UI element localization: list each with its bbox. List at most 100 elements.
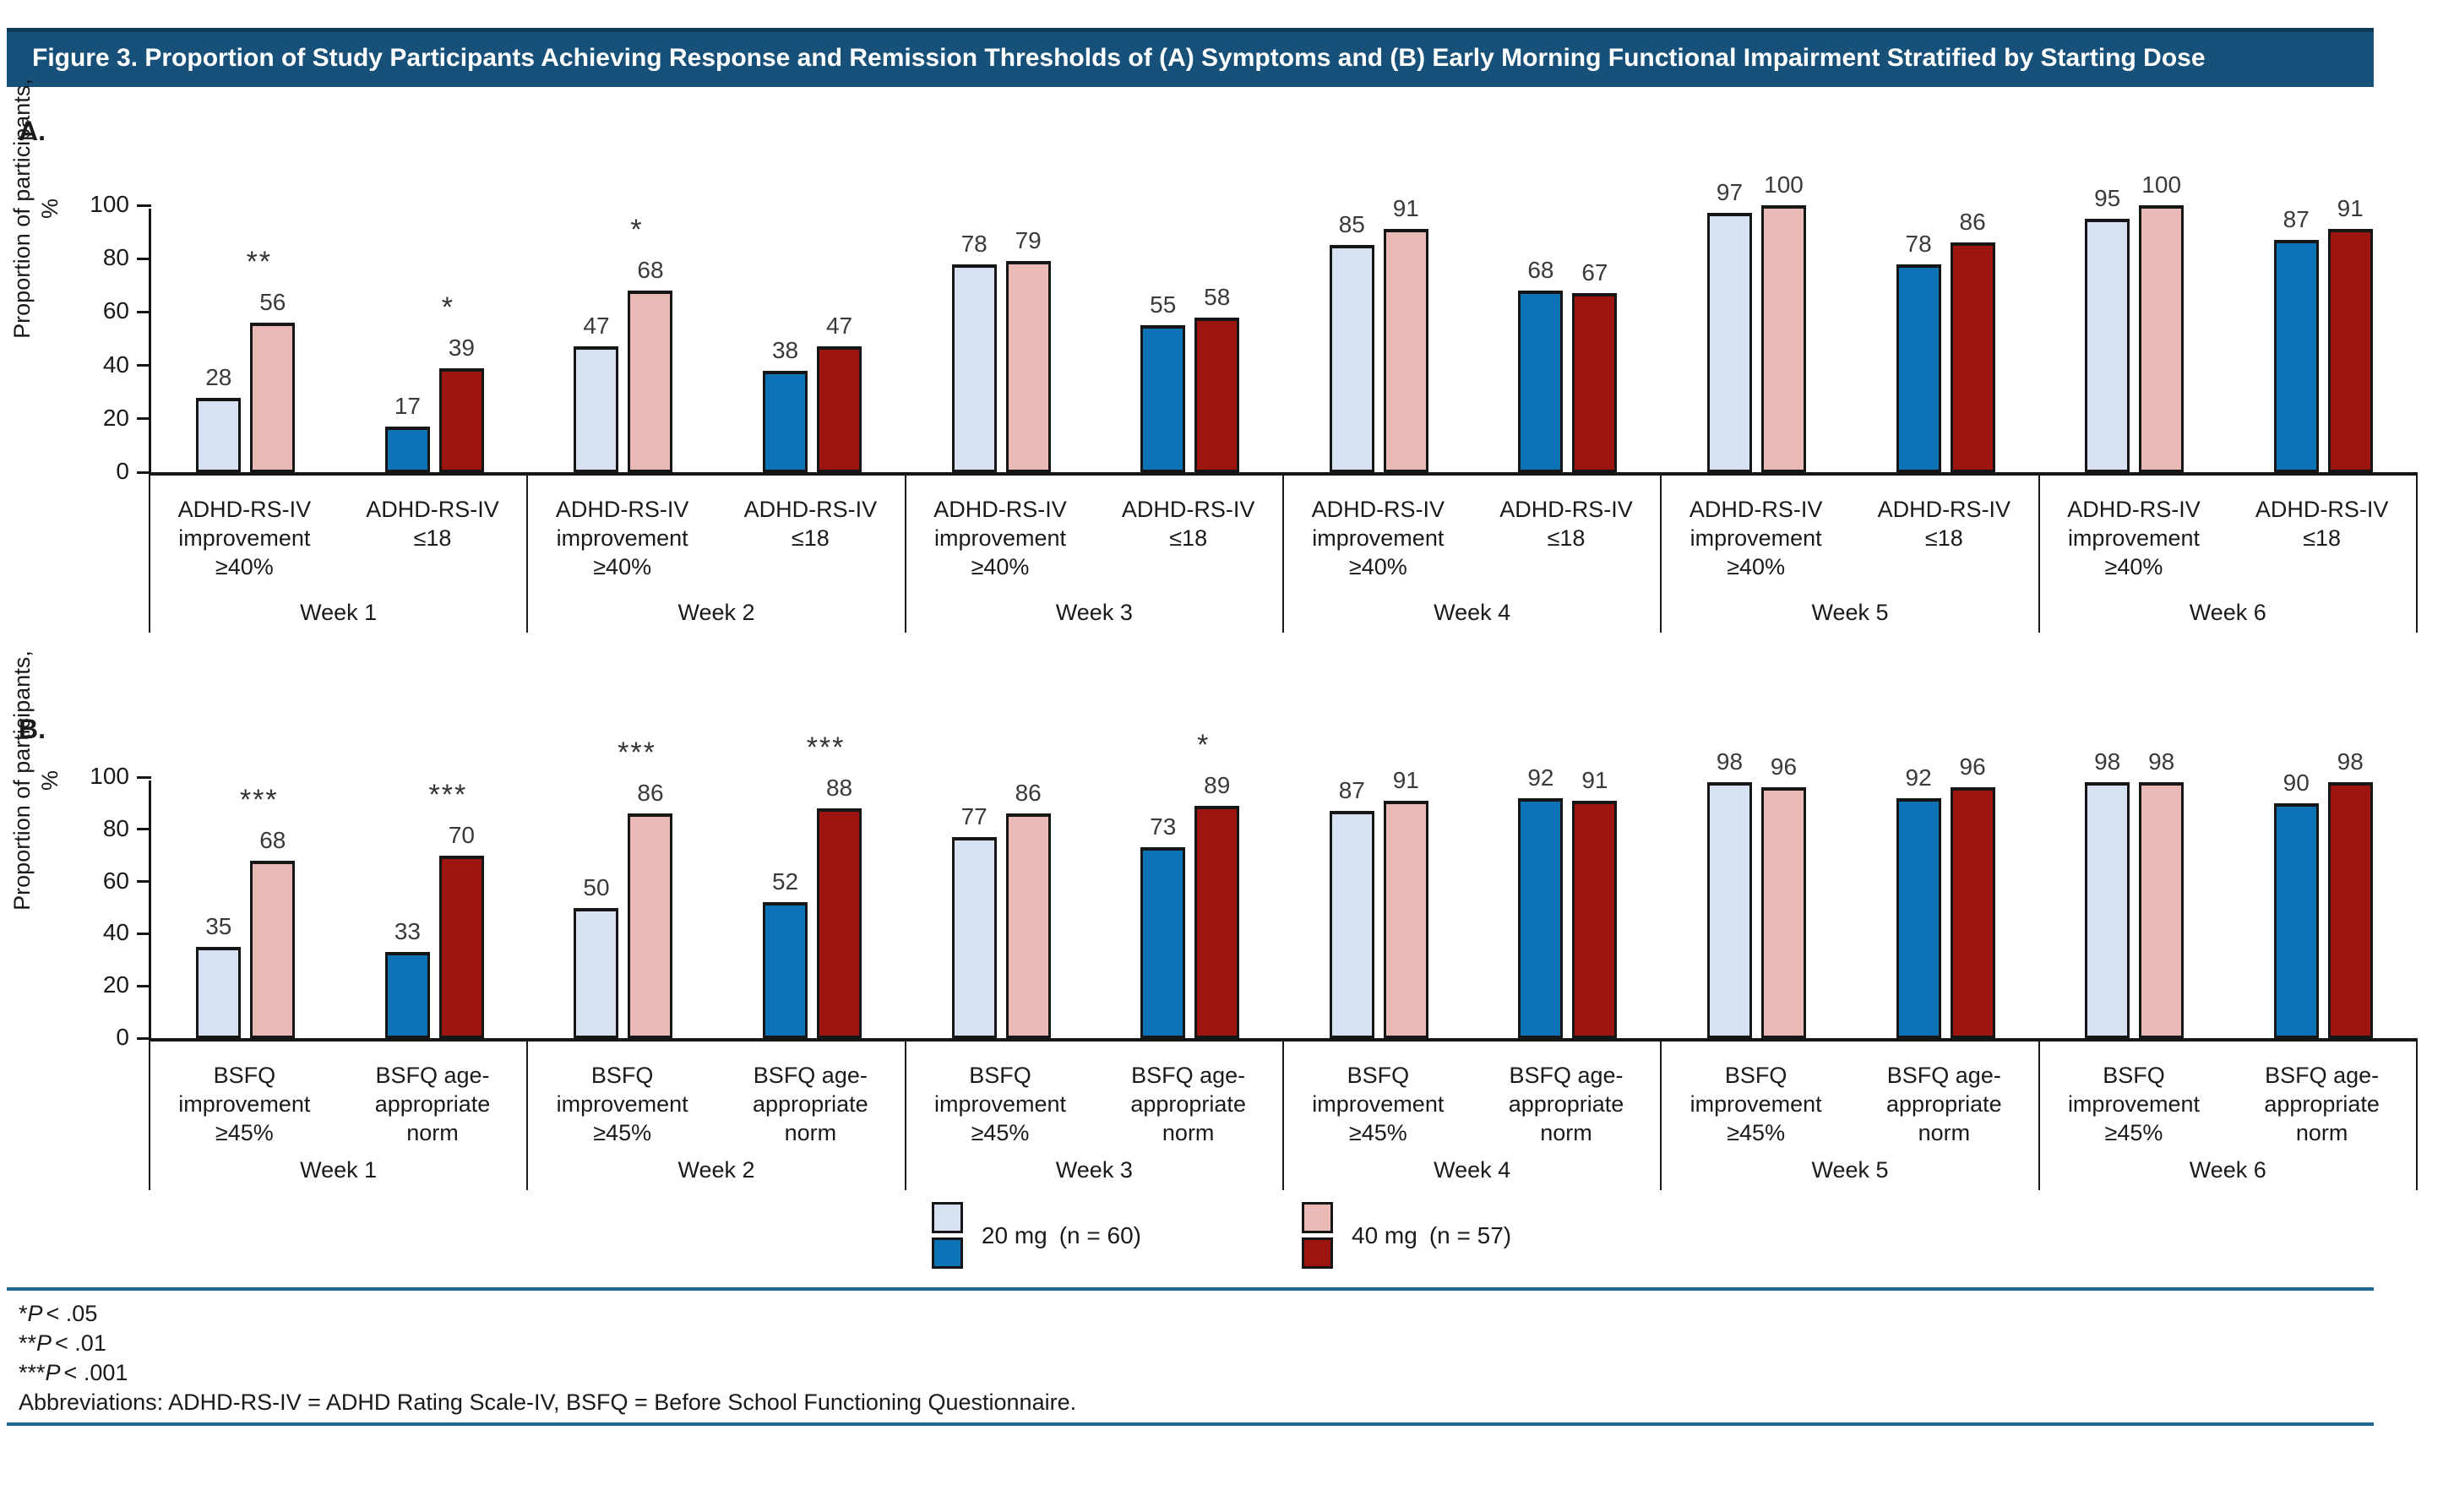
week-label: Week 3 [1055, 600, 1133, 625]
bar-40mg [1760, 787, 1806, 1038]
bar-value-label: 28 [205, 363, 232, 390]
category-label-line: ≥45% [593, 1120, 652, 1145]
category-label-line: improvement [178, 525, 311, 551]
bar-slot: 28 [196, 209, 242, 472]
category-label-line: BSFQ age- [1886, 1063, 2001, 1088]
legend-swatch-stack [1302, 1202, 1333, 1269]
category-label-line: ≥45% [215, 1120, 274, 1145]
bar-40mg [1950, 242, 1995, 472]
panel-b-plot-area: 0 20 40 60 80 100 35 68 *** 33 70 *** 50 86 *** 52 88 ***… [90, 729, 2418, 1050]
significance-marker: * [630, 214, 644, 247]
week-label: Week 5 [1811, 600, 1889, 625]
pink-swatch [1302, 1202, 1333, 1233]
bar-20mg [763, 902, 808, 1038]
bar-40mg [628, 813, 673, 1038]
week-group: 77 86 73 89 * [906, 729, 1284, 1038]
y-axis-tick-label: 20 [102, 404, 129, 431]
bar-slot: 90 [2273, 770, 2319, 1038]
bar-value-label: 98 [2337, 748, 2364, 775]
category-label-line: ≤18 [1924, 525, 1963, 551]
category-label: ADHD-RS-IV improvement ≥40% [906, 495, 1095, 633]
y-axis-tick-label: 80 [102, 244, 129, 271]
category-label-line: ≤18 [791, 525, 830, 551]
bar-value-label: 88 [825, 775, 853, 802]
bar-value-label: 39 [448, 334, 475, 361]
bar-20mg [1518, 291, 1564, 472]
bar-pair: 95 100 [2085, 171, 2185, 472]
y-axis-tick-label: 0 [116, 1024, 129, 1050]
blue-swatch [931, 1237, 963, 1269]
bar-20mg [384, 952, 430, 1038]
divider-line-bottom [7, 1422, 2374, 1426]
measure-group: 17 39 * [340, 209, 530, 472]
category-label: BSFQ improvement ≥45% [1284, 1061, 1472, 1190]
bar-slot: 98 [1706, 748, 1752, 1038]
bar-slot: 78 [1896, 209, 1941, 472]
significance-marker: * [441, 291, 454, 324]
week-axis-cell: BSFQ improvement ≥45% BSFQ age-appropriate n… [149, 1042, 526, 1190]
category-label-line: ≥40% [1348, 554, 1407, 579]
bar-pair: 98 96 [1706, 748, 1806, 1038]
y-axis-tick [137, 310, 151, 313]
category-label-line: BSFQ [1724, 1063, 1787, 1088]
category-label-line: BSFQ age- [753, 1063, 868, 1088]
bar-20mg [1896, 264, 1941, 472]
legend-item-20mg: 20 mg (n = 60) [931, 1202, 1141, 1269]
category-label-line: ADHD-RS-IV [1499, 497, 1633, 522]
bar-slot: 35 [196, 780, 242, 1038]
category-label-line: ≥45% [1727, 1120, 1786, 1145]
bar-40mg [817, 808, 862, 1038]
bar-value-label: 86 [637, 780, 664, 807]
y-axis-tick [137, 880, 151, 884]
category-label-line: BSFQ age- [1509, 1063, 1624, 1088]
category-label-line: BSFQ [590, 1063, 654, 1088]
bar-20mg [1896, 797, 1941, 1038]
category-label-line: improvement [1312, 1091, 1445, 1117]
bar-slot: 86 [1950, 209, 1995, 472]
measure-group: 87 91 [2228, 195, 2418, 472]
y-axis-tick [137, 364, 151, 367]
measure-group: 97 100 [1662, 171, 1852, 472]
category-label: ADHD-RS-IV improvement ≥40% [1284, 495, 1472, 633]
bar-value-label: 86 [1959, 209, 1986, 236]
week-label: Week 4 [1434, 1157, 1511, 1183]
bar-pair: 98 98 [2085, 748, 2185, 1038]
bar-value-label: 68 [637, 257, 664, 284]
bar-slot: 33 [384, 780, 430, 1038]
bar-40mg [628, 291, 673, 472]
category-label-line: appropriate [2264, 1091, 2380, 1117]
panel-b-axis-labels: BSFQ improvement ≥45% BSFQ age-appropriate n… [149, 1042, 2418, 1190]
bar-slot: 85 [1329, 209, 1374, 472]
week-group: 50 86 *** 52 88 *** [529, 732, 907, 1038]
category-label-line: appropriate [1508, 1091, 1624, 1117]
bar-20mg [384, 427, 430, 472]
bar-40mg [2327, 229, 2373, 472]
bar-value-label: 91 [2337, 195, 2364, 222]
category-label: BSFQ age-appropriate norm [716, 1061, 905, 1190]
bar-value-label: 55 [1150, 291, 1177, 318]
category-label-line: norm [1162, 1120, 1215, 1145]
week-group: 47 68 * 38 47 [529, 209, 906, 472]
bar-pair: 90 98 [2273, 748, 2373, 1038]
week-axis-cell: BSFQ improvement ≥45% BSFQ age-appropriate n… [2038, 1042, 2418, 1190]
legend: 20 mg (n = 60) 40 mg (n = 57) [0, 1202, 2443, 1269]
bar-slot: 91 [1383, 195, 1428, 472]
y-axis-tick [137, 775, 151, 779]
category-label: BSFQ improvement ≥45% [906, 1061, 1095, 1190]
y-axis-tick-label: 20 [102, 971, 129, 998]
bar-20mg [1518, 797, 1564, 1038]
bar-value-label: 100 [1764, 171, 1804, 198]
bar-slot: 91 [2327, 195, 2373, 472]
y-axis-tick-label: 100 [90, 763, 129, 789]
measure-group: 85 91 [1285, 195, 1474, 472]
y-axis-tick-label: 80 [102, 814, 129, 841]
bar-pair: 28 56 ** [196, 209, 296, 472]
measure-group: 52 88 *** [718, 732, 907, 1038]
bar-slot: 73 [1140, 780, 1186, 1038]
category-label-line: improvement [1312, 525, 1445, 551]
week-group: 85 91 68 67 [1285, 195, 1662, 472]
bar-20mg [1140, 847, 1186, 1038]
measure-group: 92 91 [1473, 764, 1662, 1038]
bar-slot: 47 [817, 209, 862, 472]
bar-pair: 87 91 [2273, 195, 2373, 472]
